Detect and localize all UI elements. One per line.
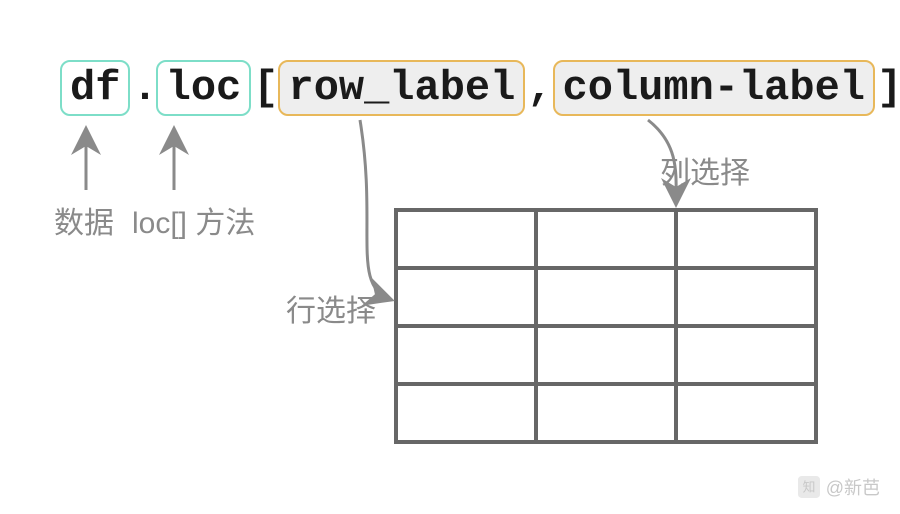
grid-cell	[396, 326, 536, 384]
grid-cell	[536, 326, 676, 384]
grid-cell	[536, 384, 676, 442]
code-expression: df . loc [ row_label , column-label ]	[60, 60, 900, 116]
lbracket-token: [	[251, 64, 278, 112]
row-label-token: row_label	[278, 60, 525, 116]
grid-cell	[536, 210, 676, 268]
column-label-token: column-label	[553, 60, 875, 116]
row-select-label: 行选择	[286, 286, 376, 330]
arrow-curve	[360, 120, 392, 300]
grid-cell	[536, 268, 676, 326]
watermark: 知 @新芭	[798, 474, 880, 500]
data-label: 数据	[54, 198, 114, 242]
rbracket-token: ]	[875, 64, 900, 112]
grid-cell	[396, 268, 536, 326]
grid-cell	[676, 210, 816, 268]
grid-cell	[676, 268, 816, 326]
grid-cell	[676, 384, 816, 442]
grid-cell	[396, 384, 536, 442]
loc-token: loc	[156, 60, 252, 116]
watermark-text: @新芭	[826, 474, 880, 500]
col-select-label: 列选择	[660, 148, 750, 192]
zhihu-icon: 知	[798, 476, 820, 498]
loc-method-label: loc[] 方法	[132, 198, 255, 242]
zhihu-glyph: 知	[802, 480, 815, 495]
grid-cell	[676, 326, 816, 384]
dataframe-grid	[394, 208, 818, 444]
dot-token: .	[130, 64, 155, 112]
df-token: df	[60, 60, 130, 116]
grid-cell	[396, 210, 536, 268]
comma-token: ,	[525, 64, 552, 112]
